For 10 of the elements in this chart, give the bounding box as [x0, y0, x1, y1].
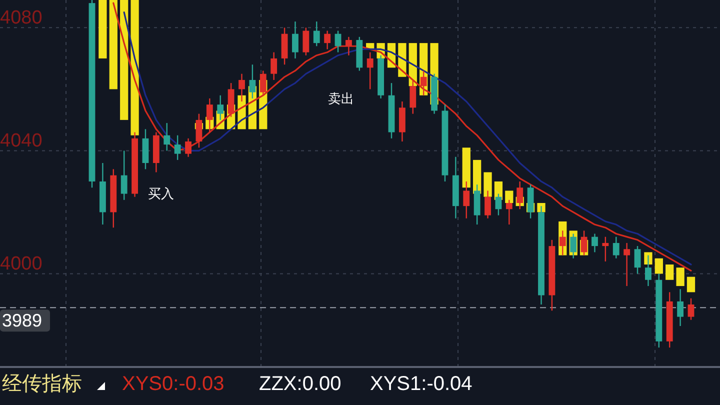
annotation: 买入: [148, 186, 174, 201]
y-tick-label: 4000: [0, 254, 42, 275]
text: XYS1:-0.04: [370, 373, 472, 395]
annotation: 卖出: [328, 91, 354, 106]
y-tick-label: 4080: [0, 8, 42, 29]
ref-line-label: 3989: [2, 310, 42, 331]
text: ZZX:0.00: [259, 373, 342, 395]
y-tick-label: 4040: [0, 130, 42, 152]
text: XYS0:-0.03: [122, 373, 224, 395]
text: 经传指标: [2, 373, 82, 395]
